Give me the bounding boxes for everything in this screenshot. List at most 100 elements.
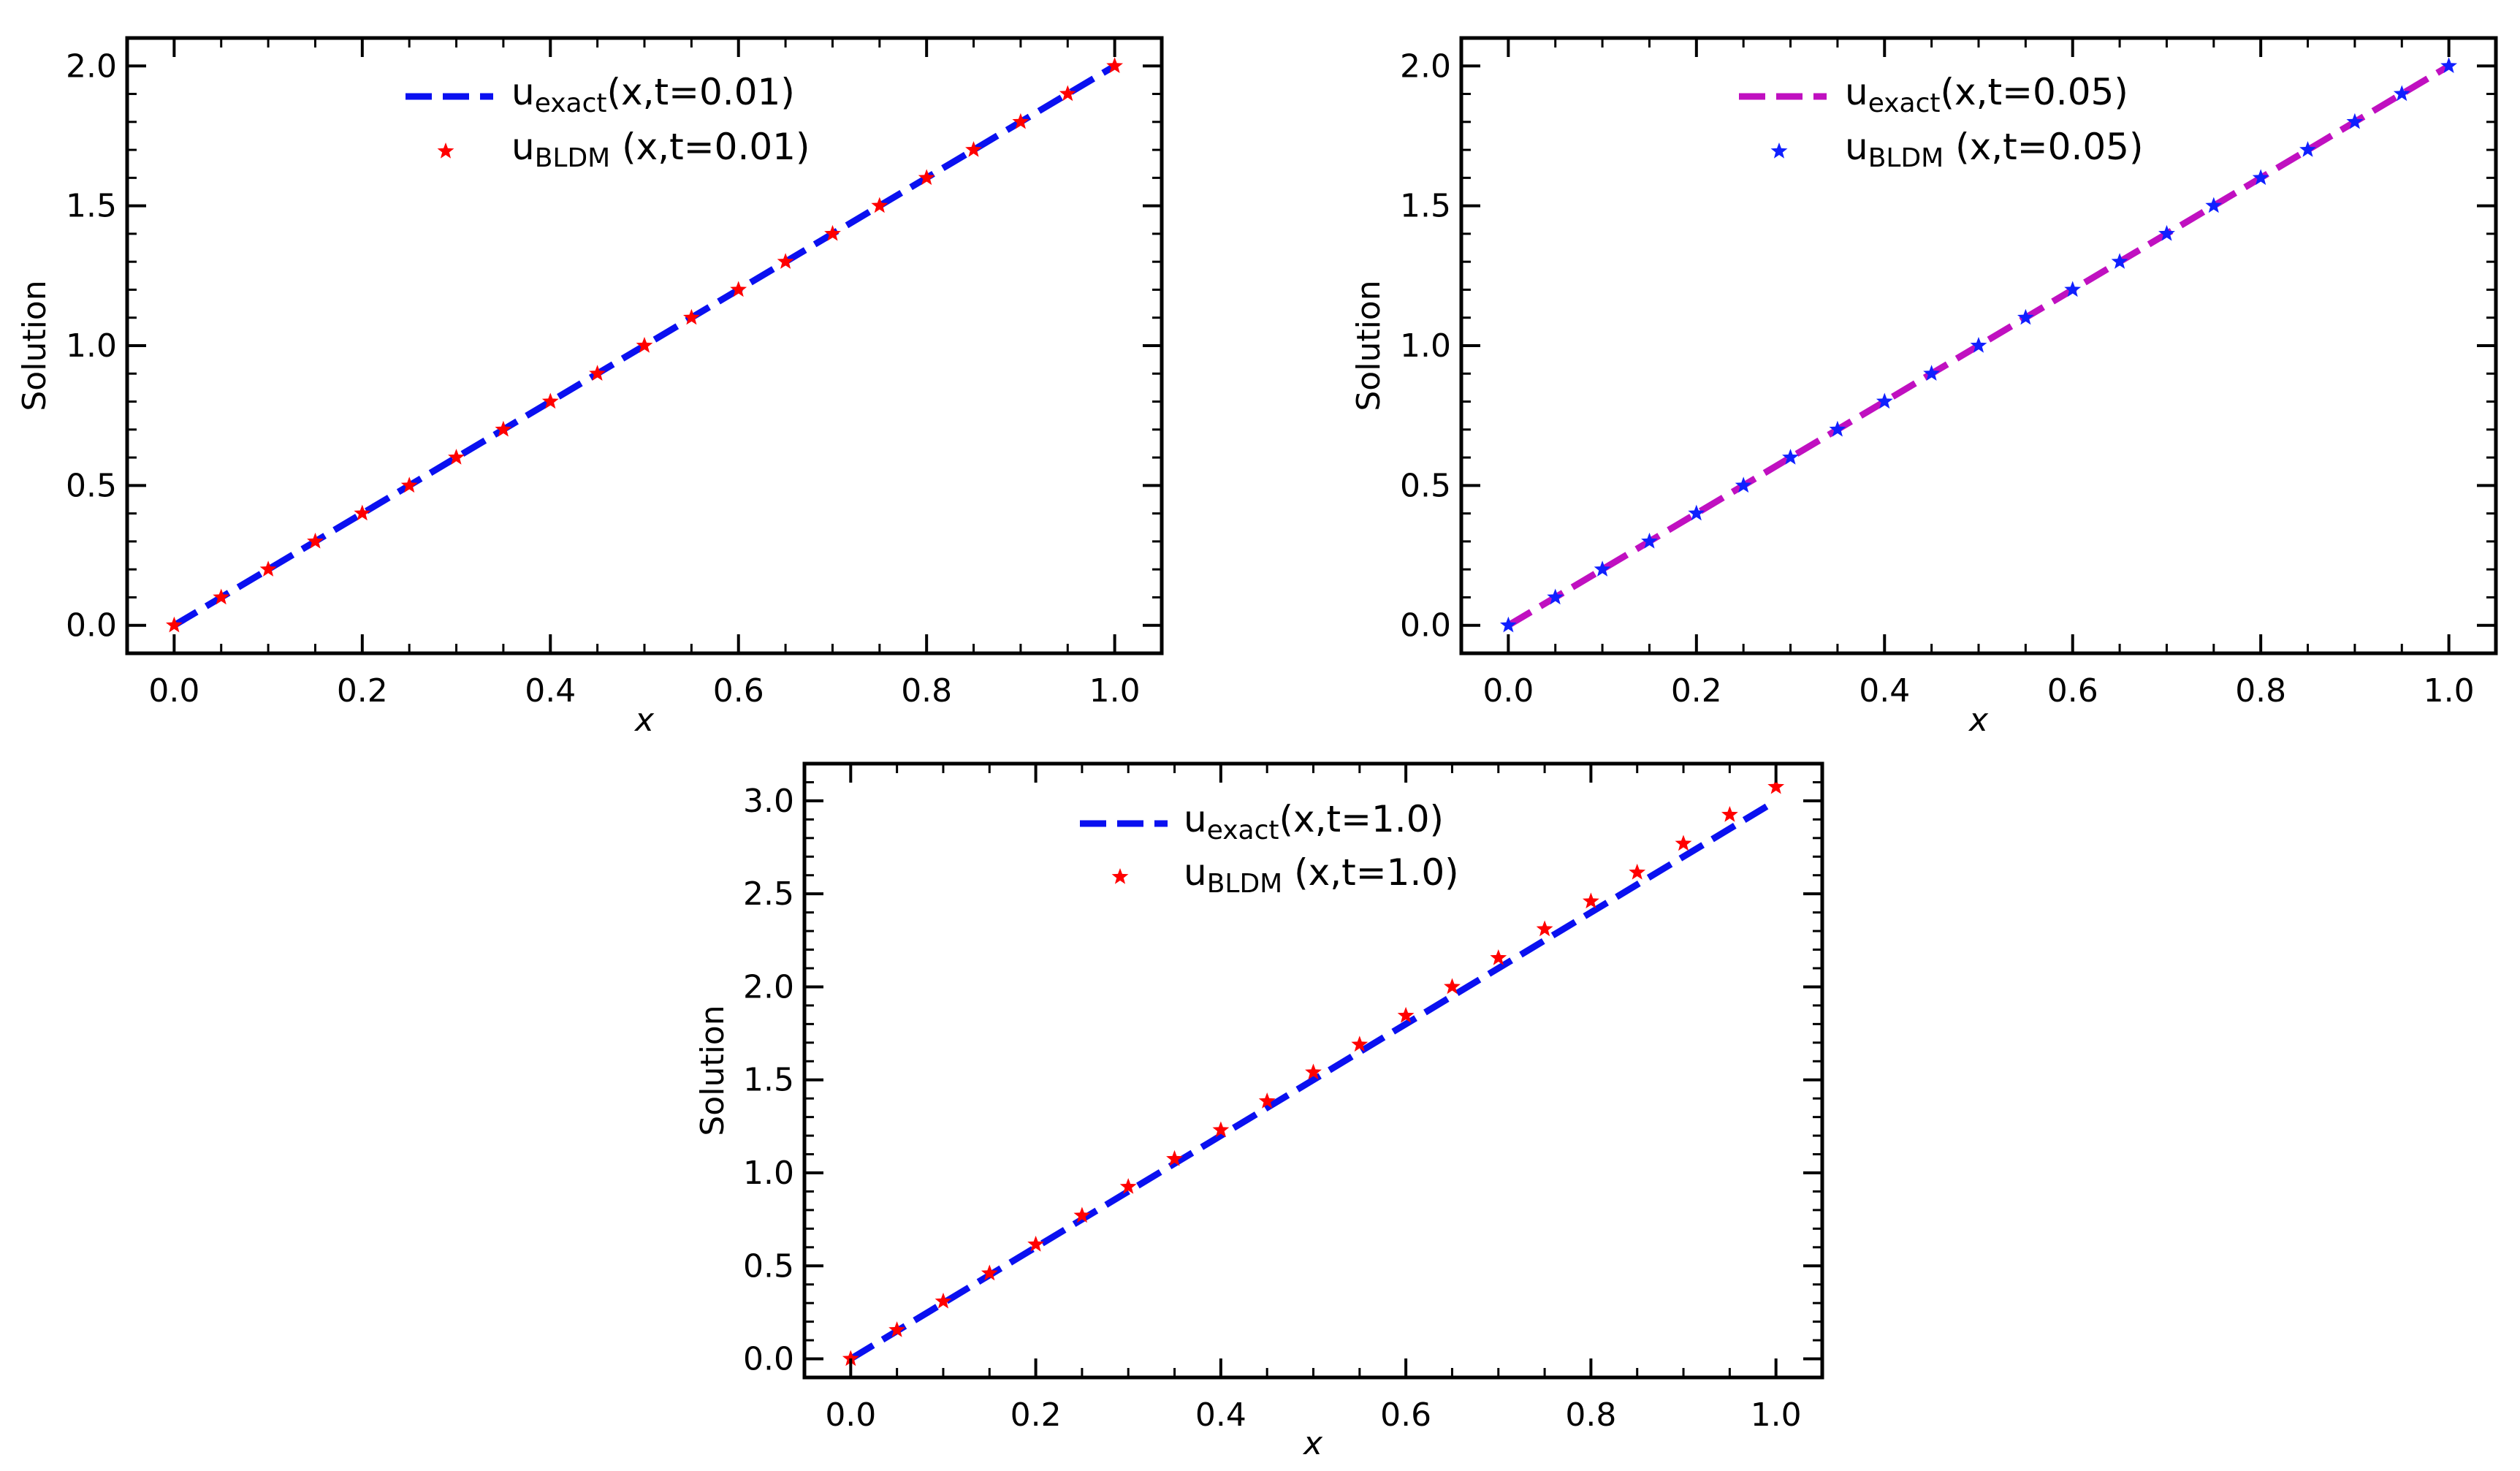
exact-solution-line [848,798,1778,1362]
bldm-point [1594,560,1611,577]
legend-bldm-sub: BLDM [1868,143,1944,173]
legend-bldm-label: uBLDM (x,t=0.05) [1845,126,2143,173]
panel-t001-y-axis-title: Solution [16,280,53,411]
bldm-point [934,1292,952,1309]
legend-exact-rest: (x,t=0.01) [607,71,795,113]
bldm-point [1027,1236,1045,1252]
bldm-point [1547,588,1564,605]
panel-t005: 0.0 0.2 0.4 0.6 0.8 1.0 0.0 0.5 1.0 1.5 2.0 x Solu… [1350,36,2498,739]
bldm-point [1641,532,1658,549]
bldm-point [1923,365,1941,381]
bldm-point [981,1264,998,1281]
bldm-point [871,197,888,213]
bldm-point [888,1321,906,1337]
bldm-point [918,169,935,186]
bldm-point [1119,1178,1137,1194]
bldm-point [2205,197,2223,213]
bldm-point [965,141,982,157]
legend-star-marker [1770,142,1788,159]
bldm-point [495,420,512,437]
panel-t1: 0.0 0.2 0.4 0.6 0.8 1.00.00.51.01.52.02.53.0 … [694,761,1824,1462]
legend-bldm-base: u [511,126,535,168]
x-tick-label: 0.2 [1010,1396,1062,1434]
bldm-point [2017,308,2034,325]
y-tick-label: 0.0 [743,1341,794,1378]
bldm-point [1212,1121,1230,1138]
legend-exact-rest: (x,t=1.0) [1279,798,1444,840]
y-tick-label: 3.0 [743,783,794,820]
bldm-point [259,560,277,577]
x-tick-label: 0.8 [1565,1396,1616,1434]
bldm-point [2346,113,2364,129]
legend-exact-sub: exact [1868,88,1941,118]
bldm-point [2111,253,2128,269]
legend-exact-base: u [1845,71,1868,113]
x-tick-label: 0.4 [1195,1396,1246,1434]
y-tick-label: 2.0 [743,968,794,1006]
legend-bldm-swatch [437,142,454,159]
bldm-point [636,337,653,353]
y-tick-label: 1.0 [743,1155,794,1192]
bldm-point [213,588,230,605]
legend-bldm-label: uBLDM (x,t=0.01) [511,126,810,173]
bldm-point [2252,169,2269,186]
panel-t001-legend: uexact(x,t=0.01) uBLDM (x,t=0.01) [406,71,810,173]
x-tick-label: 0.0 [825,1396,876,1434]
bldm-point [1629,863,1646,880]
bldm-point [307,532,324,549]
panel-t1-data-marks [842,778,1785,1367]
panel-t005-plot-frame [1459,36,2498,655]
panel-t005-data-marks [1499,57,2458,633]
bldm-point [1351,1035,1369,1052]
legend-exact-label: uexact(x,t=0.05) [1845,71,2128,118]
bldm-point [730,281,747,297]
x-tick-label: 0.2 [1671,672,1722,710]
panel-t001-x-axis-title: x [633,702,655,739]
bldm-point [589,365,606,381]
bldm-point [1829,420,1846,437]
panel-t005-legend: uexact(x,t=0.05) uBLDM (x,t=0.05) [1739,71,2143,173]
bldm-point [400,476,418,493]
panel-t1-x-axis-title: x [1302,1425,1323,1462]
legend-exact-rest: (x,t=0.05) [1941,71,2128,113]
bldm-point [2393,85,2410,102]
bldm-point [2299,141,2316,157]
y-tick-label: 1.0 [1400,327,1451,365]
legend-bldm-rest: (x,t=0.05) [1944,126,2143,168]
legend-star-marker [1111,868,1129,884]
panel-t1-legend: uexact(x,t=1.0) uBLDM (x,t=1.0) [1080,798,1459,899]
bldm-point [1782,449,1799,465]
bldm-point [2440,57,2458,74]
bldm-point [842,1350,859,1367]
x-tick-label: 0.6 [1380,1396,1431,1434]
y-tick-label: 2.0 [1400,47,1451,85]
bldm-point [1675,835,1692,851]
bldm-point [1059,85,1076,102]
x-tick-label: 1.0 [1089,672,1141,710]
x-tick-label: 0.4 [525,672,576,710]
panel-t001-tick-labels: 0.0 0.2 0.4 0.6 0.8 1.0 0.0 0.5 1.0 1.5 2.0 [66,47,1141,710]
x-tick-label: 0.4 [1859,672,1910,710]
legend-bldm-base: u [1845,126,1868,168]
y-tick-label: 1.5 [743,1062,794,1099]
y-tick-label: 2.5 [743,875,794,913]
y-tick-label: 0.0 [66,607,117,645]
bldm-point [354,504,371,521]
panel-t1-plot-frame [802,761,1824,1380]
panel-t005-x-axis-title: x [1968,702,1989,739]
panel-t1-ticks [804,762,1822,1377]
bldm-point [777,253,794,269]
panel-t005-tick-labels: 0.0 0.2 0.4 0.6 0.8 1.0 0.0 0.5 1.0 1.5 2.0 [1400,47,2475,710]
panel-t001: 0.0 0.2 0.4 0.6 0.8 1.0 0.0 0.5 1.0 1.5 2.0 x Solu… [16,36,1164,739]
bldm-point [1582,892,1599,909]
bldm-point [682,308,700,325]
panel-t001-plot-frame [125,36,1164,655]
bldm-point [1106,57,1124,74]
bldm-point [1073,1206,1091,1223]
legend-bldm-swatch [1770,142,1788,159]
panel-t1-tick-labels: 0.0 0.2 0.4 0.6 0.8 1.0 0.0 0.5 1.0 1.5 2.0 2.5 3.0 [743,783,1802,1434]
legend-exact-sub: exact [1207,816,1279,845]
legend-bldm-label: uBLDM (x,t=1.0) [1184,851,1459,899]
bldm-point [1688,504,1705,521]
